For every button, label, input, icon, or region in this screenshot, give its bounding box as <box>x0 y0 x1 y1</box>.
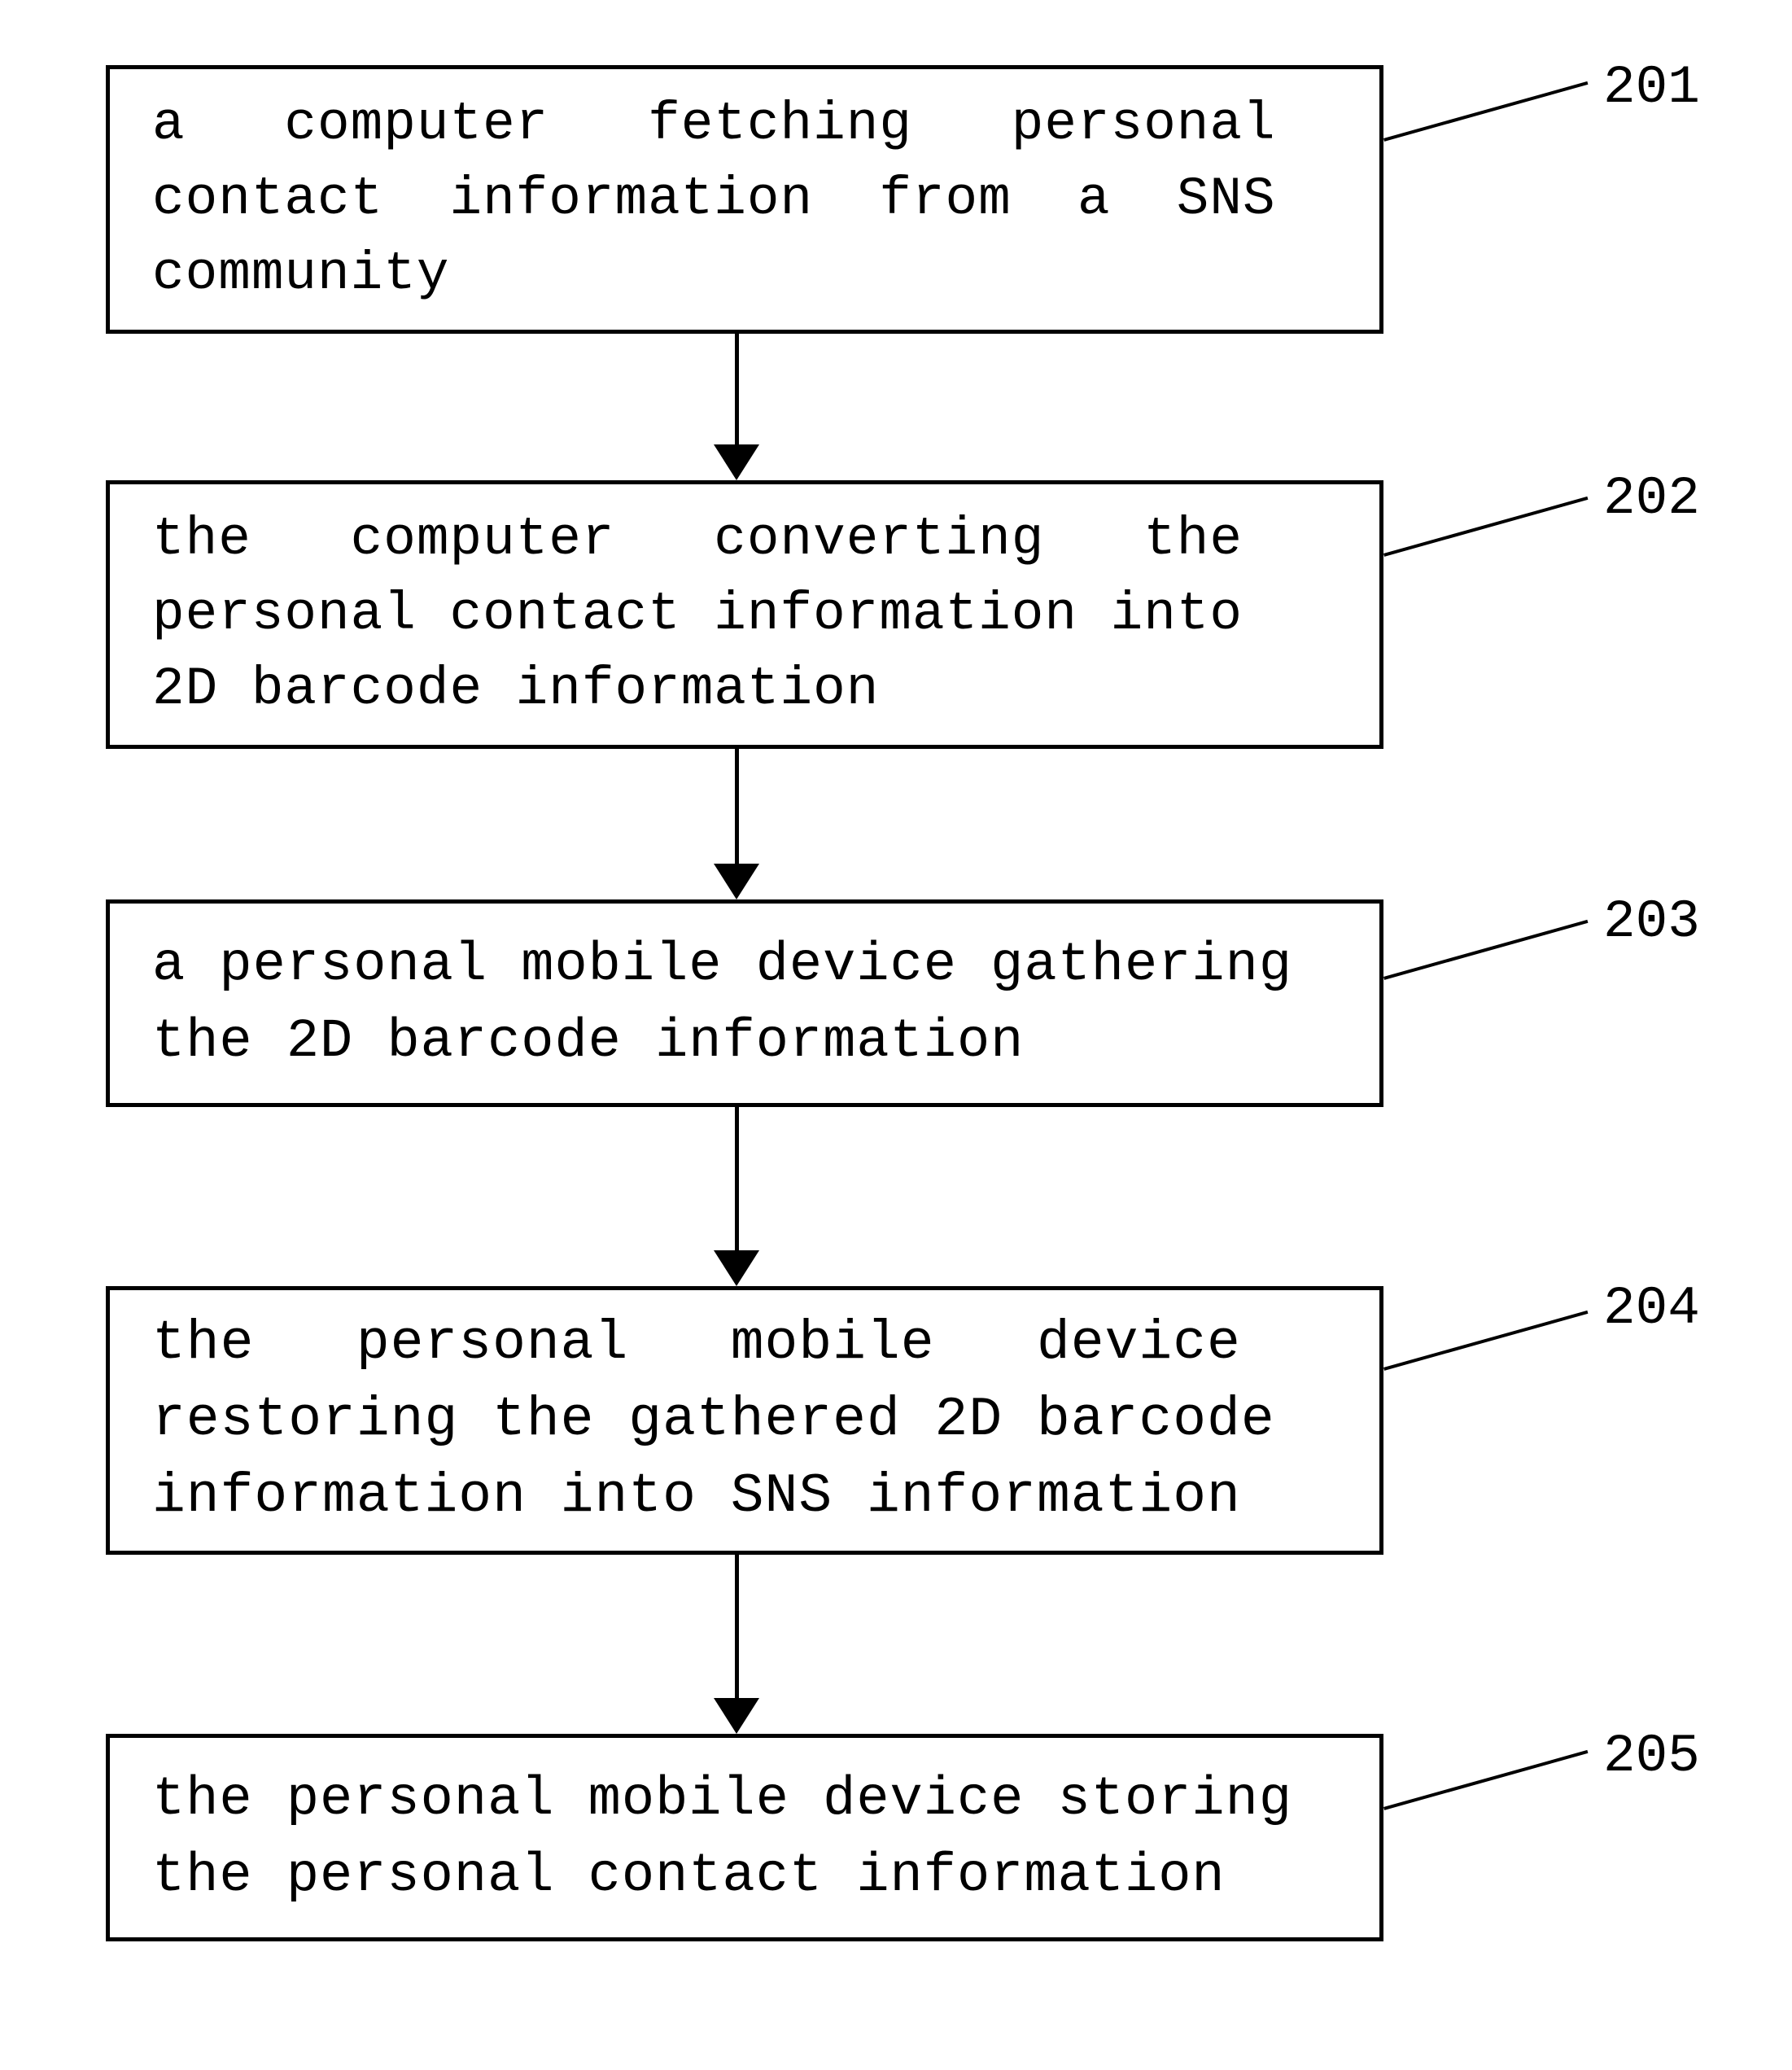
arrow-shaft <box>735 1555 739 1700</box>
arrow-head-icon <box>714 1698 759 1734</box>
flow-step-text: the computer converting the personal con… <box>152 502 1243 727</box>
flow-step-204: the personal mobile device restoring the… <box>106 1286 1383 1555</box>
arrow-head-icon <box>714 444 759 480</box>
flow-step-text: a computer fetching personal contact inf… <box>152 87 1276 312</box>
arrow-head-icon <box>714 1250 759 1286</box>
step-label-203: 203 <box>1603 891 1700 952</box>
flow-step-text: the personal mobile device restoring the… <box>152 1306 1275 1535</box>
flowchart-canvas: a computer fetching personal contact inf… <box>0 0 1792 2070</box>
flow-step-203: a personal mobile device gathering the 2… <box>106 899 1383 1107</box>
leader-line <box>1383 920 1588 980</box>
leader-line <box>1383 1750 1588 1810</box>
flow-step-text: the personal mobile device storing the p… <box>152 1761 1292 1915</box>
leader-line <box>1383 81 1588 142</box>
leader-line <box>1383 497 1588 557</box>
flow-step-201: a computer fetching personal contact inf… <box>106 65 1383 334</box>
arrow-shaft <box>735 334 739 446</box>
flow-step-text: a personal mobile device gathering the 2… <box>152 927 1292 1080</box>
leader-line <box>1383 1311 1588 1371</box>
arrow-head-icon <box>714 864 759 899</box>
flow-step-205: the personal mobile device storing the p… <box>106 1734 1383 1941</box>
flow-step-202: the computer converting the personal con… <box>106 480 1383 749</box>
arrow-shaft <box>735 1107 739 1252</box>
arrow-shaft <box>735 749 739 865</box>
step-label-204: 204 <box>1603 1278 1700 1339</box>
step-label-205: 205 <box>1603 1726 1700 1787</box>
step-label-202: 202 <box>1603 468 1700 529</box>
step-label-201: 201 <box>1603 57 1700 118</box>
